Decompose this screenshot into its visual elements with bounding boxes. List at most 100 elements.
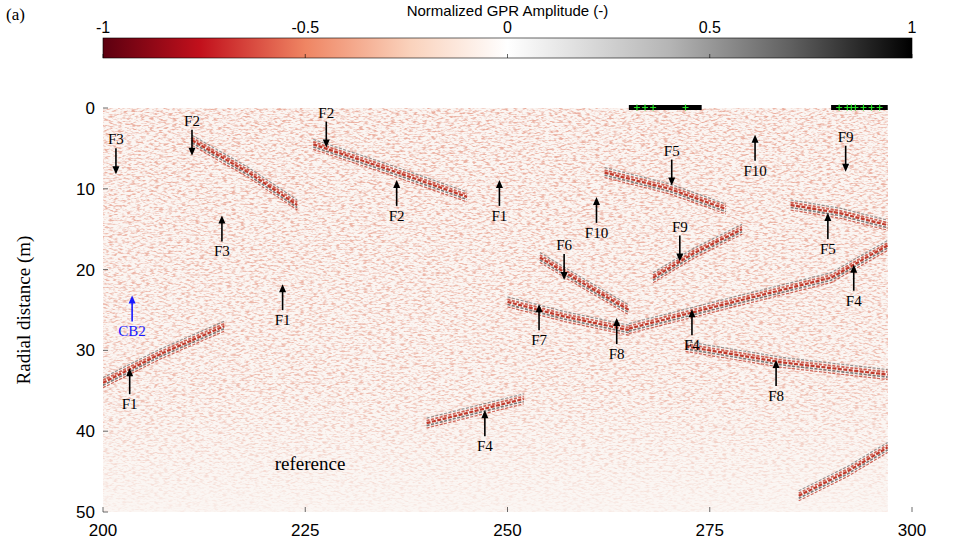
annotation-label: F8 <box>609 346 625 362</box>
colorbar-tick <box>912 54 913 58</box>
surface-segment <box>831 105 888 110</box>
reflector <box>103 321 224 388</box>
annotation-arrow <box>221 221 223 241</box>
annotation-arrowhead <box>676 254 683 262</box>
reflector-ringing <box>799 442 888 490</box>
annotation-arrow <box>191 130 193 150</box>
reflector <box>799 442 888 500</box>
annotation-arrowhead <box>688 309 695 317</box>
annotation: F5 <box>664 143 680 186</box>
colorbar-tick-label: -1 <box>96 19 110 36</box>
annotation-label: F5 <box>820 241 836 257</box>
annotation-label: F5 <box>664 143 680 159</box>
annotation-arrowhead <box>393 180 400 188</box>
colorbar-tick-label: 0.5 <box>699 19 721 36</box>
annotation-arrowhead <box>279 284 286 292</box>
annotation-arrow <box>484 416 486 436</box>
reflector-ringing <box>540 263 629 316</box>
annotation: F5 <box>820 213 836 257</box>
reflector-ringing <box>508 307 629 335</box>
annotation: F7 <box>531 304 547 348</box>
annotation: F2 <box>389 180 405 224</box>
reflector-line <box>605 173 726 209</box>
image-extent <box>103 108 888 512</box>
reflector-line <box>427 399 524 423</box>
reflector <box>192 135 297 210</box>
annotation: F10 <box>585 197 608 241</box>
annotation-label: F6 <box>556 237 572 253</box>
annotation-arrowhead <box>773 360 780 368</box>
annotation-arrow <box>596 203 598 223</box>
x-tick-label: 225 <box>291 521 319 540</box>
surface-marker <box>634 105 640 111</box>
y-tick-label: 10 <box>76 180 95 199</box>
annotation-arrow <box>679 236 681 256</box>
annotation-arrowhead <box>593 197 600 205</box>
annotation: F10 <box>743 135 766 179</box>
annotation: F2 <box>184 113 200 156</box>
annotation-label: F10 <box>585 225 608 241</box>
reflector-ringing <box>313 139 467 192</box>
surface-marker <box>869 105 875 111</box>
annotation-label: F9 <box>672 219 688 235</box>
x-tick-label: 300 <box>898 521 926 540</box>
colorbar-tick <box>103 54 104 58</box>
reflector <box>313 139 467 202</box>
y-tick <box>103 350 108 351</box>
annotation-arrow <box>775 366 777 386</box>
annotation-label: F4 <box>684 337 700 353</box>
annotation-arrowhead <box>481 410 488 418</box>
reflector-ringing <box>629 240 888 323</box>
surface-marker <box>877 105 883 111</box>
annotation-label: F7 <box>531 332 547 348</box>
y-tick <box>103 188 108 189</box>
y-tick <box>103 512 108 513</box>
annotation-arrowhead <box>323 140 330 148</box>
annotation-arrow <box>754 141 756 161</box>
annotation-arrow <box>131 301 133 321</box>
chart: (a)Normalized GPR Amplitude (-)-1-0.500.… <box>0 0 958 548</box>
reflector-ringing <box>605 178 726 214</box>
reflector-line <box>686 346 888 374</box>
y-tick-label: 20 <box>76 261 95 280</box>
plot-area <box>103 108 888 512</box>
reflector-ringing <box>427 401 524 425</box>
reflector-line <box>192 140 297 205</box>
reflector-line <box>653 229 742 278</box>
x-tick <box>103 507 104 512</box>
annotation-arrowhead <box>668 178 675 186</box>
y-tick <box>103 269 108 270</box>
annotation-arrow <box>325 122 327 142</box>
annotation-label: CB2 <box>118 323 146 339</box>
annotation: F8 <box>609 318 625 362</box>
annotation-arrow <box>499 186 501 206</box>
reflector-ringing <box>629 243 888 326</box>
x-tick <box>507 507 508 512</box>
annotation-arrow <box>563 254 565 274</box>
reflector-ringing <box>192 138 297 203</box>
annotation: F6 <box>556 237 572 280</box>
surface-marker <box>650 105 656 111</box>
x-tick <box>709 507 710 512</box>
surface-marker <box>642 105 648 111</box>
reflector-ringing <box>686 344 888 372</box>
annotation-arrowhead <box>188 148 195 156</box>
reflector-ringing <box>427 394 524 418</box>
reflector-line <box>799 447 888 495</box>
annotation: CB2 <box>118 295 146 339</box>
reflector-ringing <box>540 255 629 308</box>
annotation-arrow <box>845 146 847 166</box>
annotation-arrowhead <box>613 318 620 326</box>
annotation: F1 <box>491 180 507 224</box>
reflector-ringing <box>653 234 742 283</box>
text-annotation: reference <box>275 453 346 474</box>
reflector-ringing <box>508 304 629 332</box>
annotation: F1 <box>275 284 291 328</box>
reflector-ringing <box>540 260 629 313</box>
reflector <box>791 200 888 230</box>
colorbar-title: Normalized GPR Amplitude (-) <box>407 2 609 19</box>
annotation-label: F10 <box>743 163 766 179</box>
reflector <box>686 341 888 379</box>
annotation-arrowhead <box>218 215 225 223</box>
x-tick <box>305 507 306 512</box>
